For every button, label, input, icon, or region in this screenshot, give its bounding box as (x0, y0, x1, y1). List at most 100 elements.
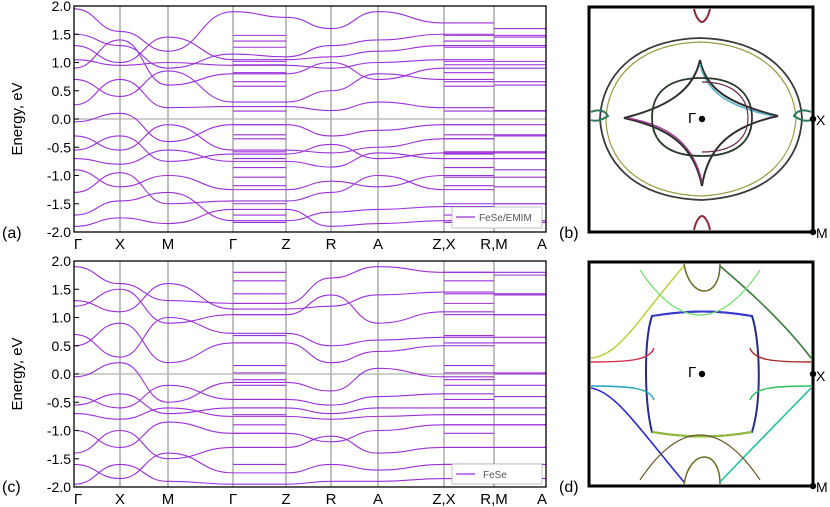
fs-pocket-left-b (590, 109, 610, 122)
fs-contour-left-lower-d (590, 385, 655, 401)
fs-contour-topneck-d (683, 263, 721, 292)
fs-contour-bottom-olive-d (639, 434, 761, 481)
fs-pocket-right-b (792, 109, 812, 122)
panel-label-b: (b) (559, 225, 579, 242)
x-tick-label-a: R,M (480, 236, 508, 253)
band-line-c (74, 362, 445, 403)
x-tick-label-c: Z,X (432, 491, 455, 507)
y-tick-label-a: -0.5 (47, 139, 71, 155)
gamma-label-d: Γ (688, 364, 696, 381)
band-line-a (74, 124, 445, 154)
band-line-c (74, 421, 445, 449)
x-label-b: X (816, 112, 826, 128)
fs-pocket-bottom-b (693, 214, 711, 231)
x-tick-label-a: X (115, 236, 125, 253)
x-tick-label-c: A (537, 491, 547, 507)
band-line-a (74, 169, 445, 191)
y-tick-label-a: 1.5 (52, 26, 72, 42)
legend-a: FeSe/EMIM (451, 206, 543, 229)
band-line-c (74, 452, 445, 480)
x-tick-label-a: Γ (74, 236, 82, 253)
y-tick-label-c: -2.0 (47, 479, 71, 495)
x-label-d: X (816, 368, 826, 384)
y-tick-label-c: 2.0 (52, 253, 72, 269)
band-structure-chart-a: -2.0 -1.5 -1.0 -0.5 0.0 0.5 1.0 1.5 2.0 Γ X M Γ Z R A Z… (2, 0, 547, 253)
fs-contour-right-lower-d (749, 385, 812, 401)
fs-contour-lr-d (719, 387, 812, 483)
y-tick-label-a: 1.0 (52, 55, 72, 71)
gamma-label-b: Γ (688, 110, 696, 127)
x-tick-label-a: R (326, 236, 337, 253)
fs-contour-ul-d (590, 265, 685, 359)
fs-pocket-top-b (693, 8, 711, 24)
x-tick-label-a: A (537, 236, 547, 253)
fs-contour-star-b (623, 59, 779, 187)
y-tick-label-c: -0.5 (47, 394, 71, 410)
band-line-c (74, 407, 445, 420)
x-tick-label-c: A (373, 491, 383, 507)
fs-contour-left-upper-d (590, 347, 655, 363)
fs-contour-outer-inner-b (605, 41, 797, 197)
x-tick-label-a: A (373, 236, 383, 253)
fs-contour-inner-shade-b (701, 81, 749, 153)
fs-contour-star-cyan-b (699, 63, 773, 117)
fs-contour-outer-b (599, 37, 803, 201)
x-tick-label-c: R (326, 491, 337, 507)
y-axis-label-a: Energy, eV (9, 82, 26, 155)
x-tick-label-c: R,M (480, 491, 508, 507)
y-tick-label-c: 0.0 (52, 366, 72, 382)
legend-box-a (451, 206, 543, 229)
band-line-c (74, 384, 445, 409)
y-tick-label-c: 0.5 (52, 338, 72, 354)
x-tick-label-c: Γ (74, 491, 82, 507)
x-tick-label-c: X (115, 491, 125, 507)
y-tick-label-c: -1.5 (47, 451, 71, 467)
y-tick-label-a: 0.0 (52, 111, 72, 127)
x-tick-label-a: M (162, 236, 175, 253)
band-structure-chart-c: -2.0 -1.5 -1.0 -0.5 0.0 0.5 1.0 1.5 2.0 Γ X M Γ Z R A Z… (2, 253, 547, 507)
panel-label-a: (a) (2, 225, 22, 242)
fs-contour-top-green-d (639, 269, 761, 316)
band-line-c (74, 429, 445, 460)
legend-box-c (451, 463, 543, 485)
band-line-a (74, 78, 445, 112)
band-line-a (74, 208, 445, 227)
panel-label-d: (d) (559, 479, 579, 496)
band-line-a (74, 172, 445, 205)
fs-contour-inner-top-d (651, 310, 753, 317)
gamma-point-d (698, 370, 706, 378)
legend-label-a: FeSe/EMIM (479, 213, 532, 224)
fermi-surface-d: Γ X M (d) (559, 260, 828, 496)
fs-contour-inner-b (651, 77, 753, 157)
band-line-a (74, 70, 445, 103)
band-line-c (74, 463, 445, 485)
y-tick-label-a: -2.0 (47, 224, 71, 240)
y-tick-label-c: -1.0 (47, 423, 71, 439)
x-tick-label-a: Z (281, 236, 290, 253)
fs-contour-right-upper-d (749, 347, 812, 363)
m-label-b: M (816, 225, 828, 241)
band-line-c (74, 316, 445, 358)
x-tick-label-c: M (162, 491, 175, 507)
band-line-a (74, 39, 445, 86)
fs-contour-bottomneck-d (683, 456, 721, 485)
legend-c: FeSe (451, 463, 543, 485)
y-tick-label-a: -1.5 (47, 196, 71, 212)
y-tick-label-a: 2.0 (52, 0, 72, 14)
x-tick-label-a: Z,X (432, 236, 455, 253)
fs-contour-star-magenta-b (627, 117, 703, 183)
fs-contour-ur-d (719, 265, 812, 359)
gamma-point-b (698, 115, 706, 123)
x-tick-label-c: Z (281, 491, 290, 507)
x-point-b (809, 115, 817, 123)
y-axis-label-c: Energy, eV (9, 337, 26, 410)
y-tick-label-a: -1.0 (47, 168, 71, 184)
fs-contour-ll-d (590, 387, 685, 483)
band-line-a (74, 36, 445, 64)
fs-contour-inner-bottom-d (651, 431, 753, 438)
legend-label-c: FeSe (483, 470, 507, 481)
y-tick-label-c: 1.5 (52, 281, 72, 297)
y-tick-label-a: 0.5 (52, 83, 72, 99)
m-label-d: M (816, 479, 828, 495)
